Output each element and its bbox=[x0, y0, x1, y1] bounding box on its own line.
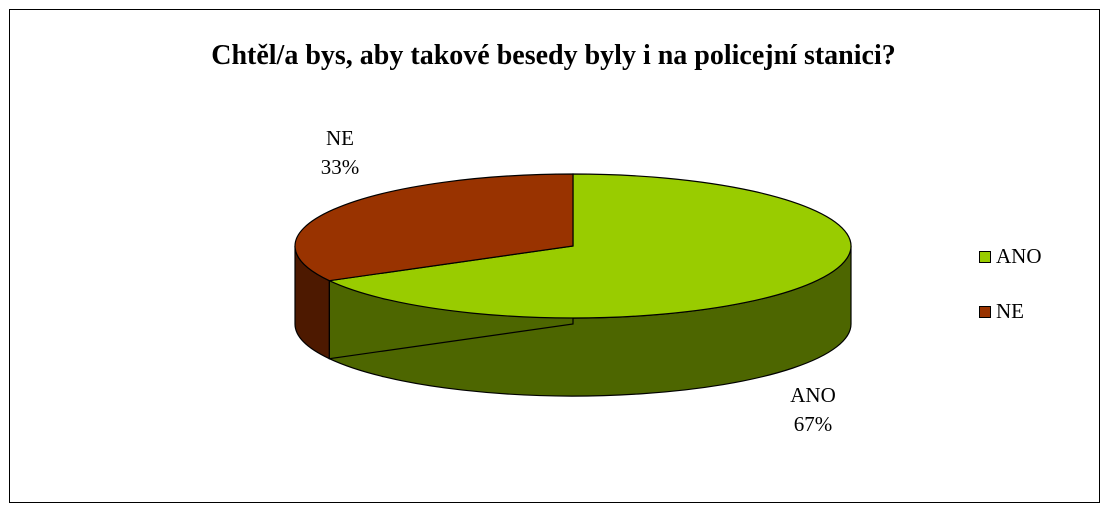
legend-label-ne: NE bbox=[996, 299, 1024, 323]
slice-label-ano: ANO 67% bbox=[773, 381, 853, 439]
slice-label-ne: NE 33% bbox=[300, 124, 380, 182]
slice-label-ne-name: NE bbox=[326, 126, 354, 150]
pie-slice-ne bbox=[294, 173, 574, 282]
legend-swatch-ne bbox=[979, 305, 991, 318]
slice-label-ano-percent: 67% bbox=[793, 412, 833, 436]
slice-label-ano-name: ANO bbox=[790, 383, 836, 407]
chart-title: Chtěl/a bys, aby takové besedy byly i na… bbox=[211, 40, 896, 71]
pie-slice-ano bbox=[327, 173, 852, 319]
legend: ANO NE bbox=[979, 244, 1042, 354]
legend-label-ano: ANO bbox=[996, 244, 1042, 268]
legend-swatch-ano bbox=[979, 250, 991, 263]
legend-item-ano: ANO bbox=[979, 244, 1042, 269]
legend-item-ne: NE bbox=[979, 299, 1042, 324]
slice-label-ne-percent: 33% bbox=[320, 155, 360, 179]
